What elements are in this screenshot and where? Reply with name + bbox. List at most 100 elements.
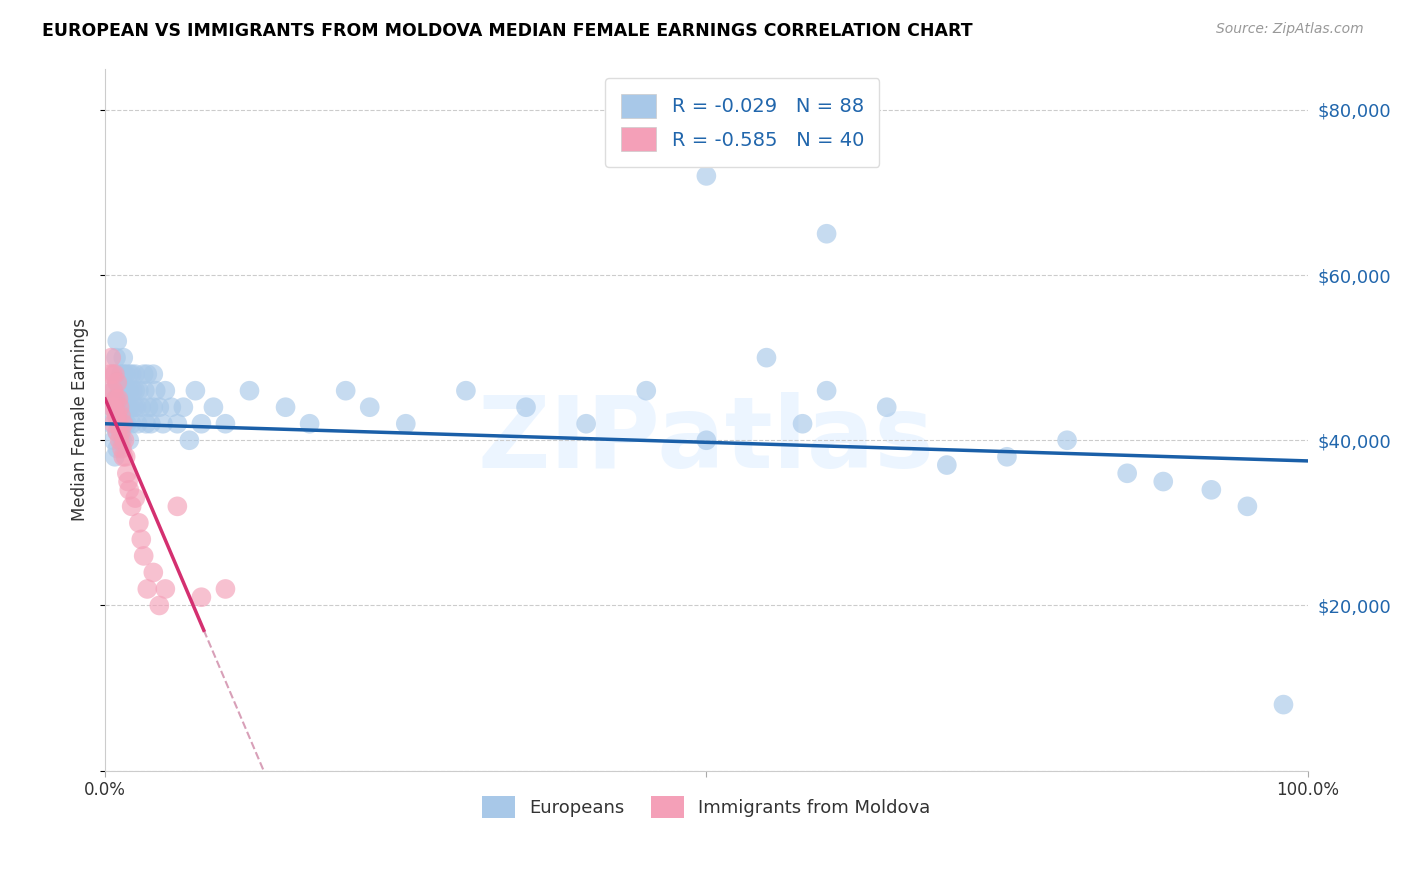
Point [105, 392, 128, 406]
Point [128, 384, 150, 398]
Point [103, 384, 125, 398]
Point [107, 417, 129, 431]
Point [98, 367, 121, 381]
Point [395, 417, 418, 431]
Point [112, 367, 135, 381]
Point [142, 566, 165, 580]
Point [298, 417, 321, 431]
Point [142, 367, 165, 381]
Point [152, 417, 174, 431]
Point [108, 401, 131, 415]
Point [117, 475, 139, 489]
Point [118, 367, 141, 381]
Point [105, 442, 128, 456]
Point [118, 483, 141, 497]
Point [110, 367, 132, 381]
Point [120, 401, 142, 415]
Point [1116, 467, 1139, 481]
Y-axis label: Median Female Earnings: Median Female Earnings [72, 318, 89, 521]
Point [238, 384, 260, 398]
Point [139, 417, 162, 431]
Point [190, 591, 212, 605]
Point [105, 334, 128, 348]
Point [274, 401, 297, 415]
Point [172, 401, 194, 415]
Point [104, 401, 127, 415]
Point [145, 384, 167, 398]
Point [104, 367, 127, 381]
Point [127, 417, 149, 431]
Point [359, 401, 381, 415]
Point [575, 417, 598, 431]
Point [101, 401, 124, 415]
Point [105, 392, 128, 406]
Text: Source: ZipAtlas.com: Source: ZipAtlas.com [1216, 22, 1364, 37]
Point [515, 401, 537, 415]
Point [110, 425, 132, 439]
Text: ZIPatlas: ZIPatlas [478, 392, 935, 489]
Point [112, 401, 135, 415]
Point [138, 401, 160, 415]
Point [155, 582, 177, 596]
Point [124, 491, 146, 505]
Point [1056, 434, 1078, 448]
Point [136, 582, 159, 596]
Point [105, 425, 128, 439]
Point [121, 384, 143, 398]
Point [454, 384, 477, 398]
Point [129, 533, 152, 547]
Point [166, 500, 188, 514]
Point [111, 442, 134, 456]
Point [103, 417, 125, 431]
Point [118, 384, 141, 398]
Point [105, 409, 128, 423]
Point [135, 417, 157, 431]
Legend: Europeans, Immigrants from Moldova: Europeans, Immigrants from Moldova [475, 789, 938, 825]
Point [122, 401, 145, 415]
Point [111, 384, 134, 398]
Point [132, 367, 155, 381]
Point [121, 367, 143, 381]
Point [108, 434, 131, 448]
Point [112, 351, 135, 365]
Point [114, 367, 136, 381]
Point [100, 351, 122, 365]
Point [118, 434, 141, 448]
Point [792, 417, 814, 431]
Point [105, 376, 128, 390]
Point [107, 392, 129, 406]
Point [115, 417, 138, 431]
Point [935, 458, 957, 472]
Point [1236, 500, 1258, 514]
Point [1201, 483, 1223, 497]
Point [142, 401, 165, 415]
Point [100, 417, 122, 431]
Point [103, 434, 125, 448]
Point [108, 384, 131, 398]
Point [815, 227, 838, 241]
Point [112, 417, 135, 431]
Point [110, 417, 132, 431]
Point [184, 384, 207, 398]
Point [995, 450, 1018, 464]
Point [114, 417, 136, 431]
Point [105, 409, 128, 423]
Point [876, 401, 898, 415]
Point [115, 467, 138, 481]
Point [695, 169, 717, 183]
Point [105, 376, 128, 390]
Point [125, 401, 148, 415]
Point [104, 450, 127, 464]
Point [115, 384, 138, 398]
Point [695, 434, 717, 448]
Point [112, 450, 135, 464]
Point [105, 409, 128, 423]
Point [155, 384, 177, 398]
Point [136, 367, 159, 381]
Point [100, 384, 122, 398]
Point [755, 351, 778, 365]
Point [179, 434, 201, 448]
Point [214, 417, 236, 431]
Point [124, 384, 146, 398]
Point [166, 417, 188, 431]
